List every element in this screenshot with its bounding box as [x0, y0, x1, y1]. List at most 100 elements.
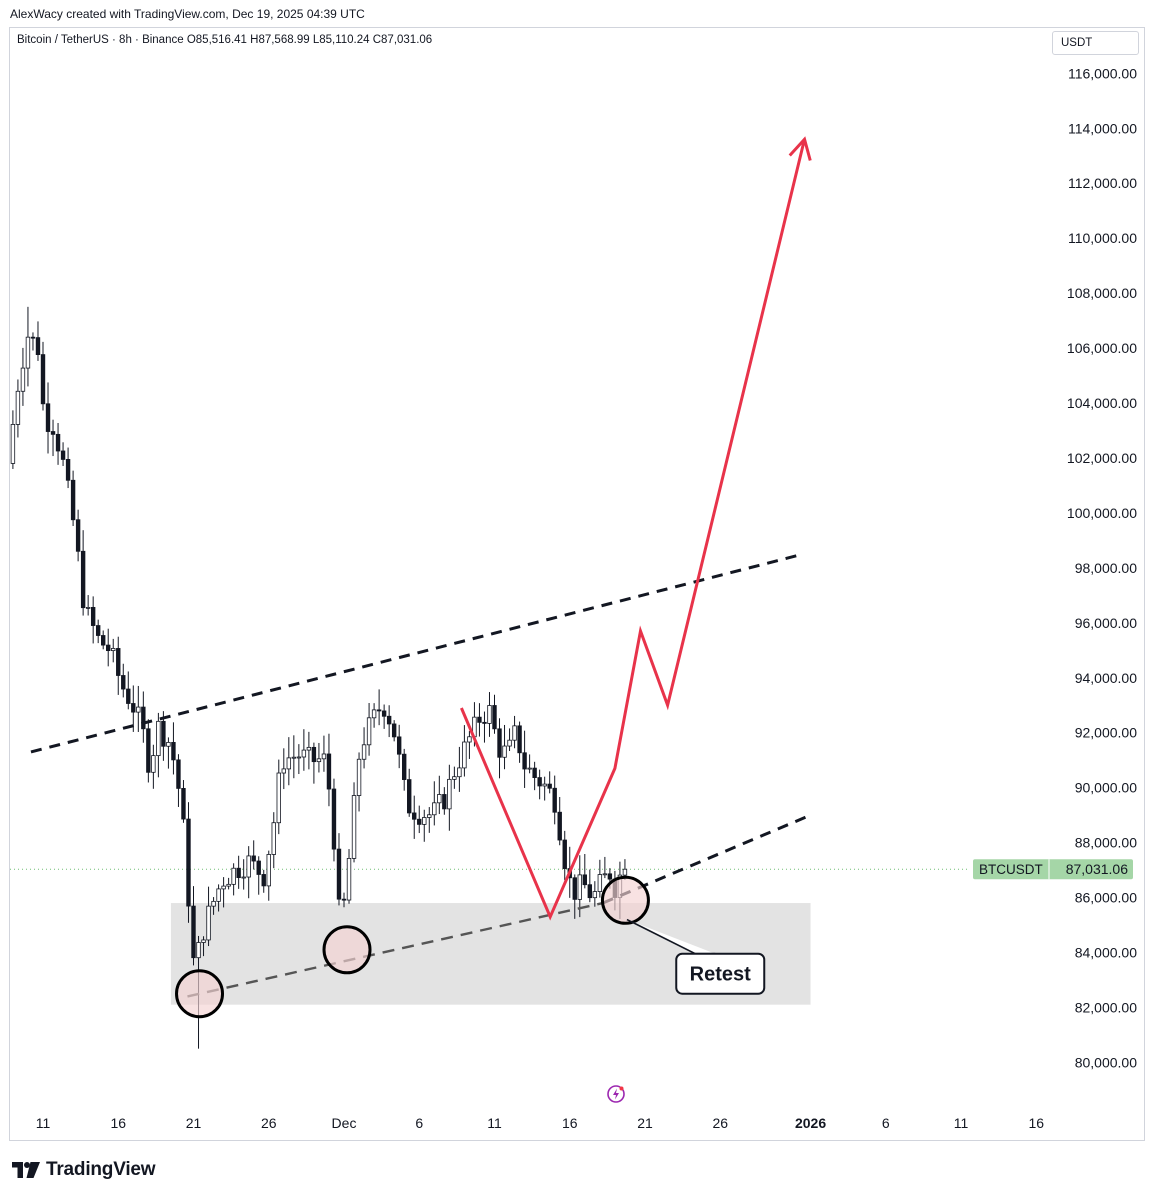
candle-body	[70, 479, 76, 521]
x-tick-label: 26	[712, 1115, 728, 1131]
candle-body	[467, 736, 472, 743]
candle-body	[216, 888, 221, 902]
candle-body	[161, 720, 166, 747]
candle-body	[477, 716, 482, 723]
candle-body	[271, 822, 276, 855]
symbol-legend[interactable]: Bitcoin / TetherUS · 8h · Binance O85,51…	[17, 34, 432, 46]
drawings-layer: Retest	[30, 136, 812, 1019]
legend-close: C87,031.06	[372, 34, 433, 46]
x-tick-label: 16	[110, 1115, 126, 1131]
candle-body	[366, 717, 372, 746]
candle-body	[261, 874, 266, 887]
tradingview-brand[interactable]: TradingView	[12, 1159, 156, 1181]
y-tick-label: 100,000.00	[1067, 505, 1137, 521]
candle-body	[131, 703, 136, 713]
candle-body	[336, 848, 342, 900]
candle-body	[296, 756, 302, 759]
candle-body	[326, 753, 332, 790]
candle-body	[386, 715, 392, 725]
callout-box	[675, 952, 766, 995]
candle-body	[447, 778, 452, 810]
legend-open: O85,516.41	[186, 34, 247, 46]
candle-body	[201, 939, 206, 943]
candle-body	[101, 635, 106, 646]
candle-body	[191, 905, 196, 959]
x-tick-label: 6	[882, 1115, 890, 1131]
candle-body	[417, 818, 422, 825]
candle-body	[206, 905, 211, 941]
y-tick-label: 104,000.00	[1067, 395, 1137, 411]
legend-high: H87,568.99	[250, 34, 310, 46]
candle-body	[517, 725, 522, 754]
x-tick-label: Dec	[332, 1115, 357, 1131]
candle-body	[25, 336, 31, 369]
y-tick-label: 116,000.00	[1068, 65, 1137, 81]
x-tick-label: 11	[954, 1115, 969, 1131]
candle-body	[111, 648, 116, 652]
candle-body	[276, 772, 281, 824]
candle-body	[346, 858, 352, 901]
upper-trendline	[30, 552, 804, 754]
candle-body	[356, 758, 362, 796]
candle-body	[321, 753, 327, 760]
candle-body	[401, 753, 407, 780]
candle-body	[15, 390, 21, 425]
candle-body	[20, 367, 26, 392]
candle-body	[75, 519, 81, 552]
brand-name: TradingView	[46, 1159, 156, 1180]
candle-body	[171, 741, 176, 761]
candle-body	[452, 776, 457, 780]
candle-body	[226, 883, 231, 887]
candle-body	[30, 336, 36, 339]
symbol-name: Bitcoin / TetherUS · 8h · Binance	[17, 34, 184, 46]
candle-body	[562, 839, 567, 869]
x-tick-label: 16	[1029, 1115, 1045, 1131]
candle-body	[427, 814, 432, 818]
touch-point-circle	[600, 875, 650, 925]
candle-body	[492, 705, 497, 730]
x-tick-label: 26	[261, 1115, 277, 1131]
x-tick-label: 21	[186, 1115, 202, 1131]
candle-body	[251, 855, 256, 862]
x-tick-label: 21	[637, 1115, 653, 1131]
candle-body	[146, 728, 151, 773]
y-tick-label: 88,000.00	[1075, 835, 1137, 851]
candle-body	[442, 794, 447, 810]
candle-body	[10, 424, 16, 464]
candle-body	[622, 868, 628, 876]
chart-frame[interactable]	[9, 27, 1145, 1141]
y-tick-label: 102,000.00	[1067, 450, 1137, 466]
candle-body	[166, 741, 171, 747]
candle-body	[221, 885, 226, 890]
candle-body	[532, 767, 537, 778]
candle-body	[55, 433, 61, 452]
candle-body	[156, 720, 161, 757]
candle-body	[407, 779, 412, 814]
y-tick-label: 94,000.00	[1075, 670, 1137, 686]
currency-unit-button[interactable]: USDT	[1052, 31, 1139, 55]
candle-body	[512, 725, 517, 741]
y-tick-label: 110,000.00	[1068, 230, 1137, 246]
candle-body	[286, 757, 292, 770]
candle-body	[381, 710, 387, 717]
candle-body	[231, 867, 236, 885]
candle-body	[437, 794, 442, 804]
y-tick-label: 84,000.00	[1075, 945, 1137, 961]
y-tick-label: 98,000.00	[1075, 560, 1137, 576]
last-price-value: 87,031.06	[1066, 861, 1128, 877]
y-tick-label: 90,000.00	[1075, 780, 1137, 796]
candle-body	[331, 788, 337, 850]
candle-body	[587, 884, 593, 899]
projection-arrowhead	[788, 136, 812, 161]
candle-body	[176, 759, 181, 789]
tradingview-logo-icon	[12, 1162, 40, 1178]
candle-body	[35, 337, 41, 356]
lightning-icon[interactable]	[606, 1084, 626, 1104]
candle-body	[592, 891, 598, 899]
candle-body	[246, 855, 251, 878]
candle-body	[80, 550, 86, 609]
candle-body	[507, 739, 512, 747]
candle-body	[542, 783, 547, 787]
candle-body	[572, 877, 577, 900]
